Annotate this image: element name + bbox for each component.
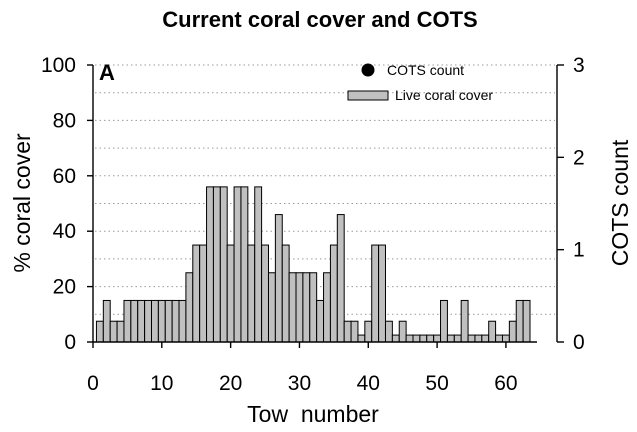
coral-cover-bar [219, 186, 228, 343]
chart-title: Current coral cover and COTS [162, 7, 477, 32]
coral-cover-bar [192, 244, 201, 343]
x-tick-label: 50 [425, 372, 448, 395]
coral-cover-bar [212, 186, 221, 343]
y2-tick-label: 1 [573, 239, 585, 262]
coral-cover-bar [433, 334, 442, 343]
coral-cover-bar [336, 214, 345, 343]
coral-cover-bar [164, 299, 173, 343]
coral-cover-bar [508, 320, 517, 343]
right-y-ticks: 0 1 2 3 [557, 54, 585, 354]
coral-cover-bar [178, 299, 187, 343]
coral-cover-bar [398, 320, 407, 343]
coral-cover-bar [419, 334, 428, 343]
x-tick-label: 60 [494, 372, 517, 395]
y-tick-label: 80 [53, 109, 76, 132]
coral-cover-bar [329, 244, 338, 343]
coral-cover-bar [501, 334, 510, 343]
coral-cover-bar [254, 186, 263, 343]
coral-cover-bar [171, 299, 180, 343]
coral-cover-bar [378, 244, 386, 343]
panel-label: A [99, 60, 115, 85]
coral-cover-bar [309, 272, 318, 343]
legend-cots-marker [361, 63, 375, 77]
x-ticks: 0 10 20 30 40 50 60 [87, 342, 518, 395]
coral-cover-bar [233, 186, 242, 343]
coral-cover-bar [495, 334, 503, 343]
y-tick-label: 60 [53, 165, 76, 188]
x-axis-label: Tow number [247, 401, 379, 427]
coral-cover-bar [274, 214, 283, 343]
coral-cover-bar [481, 334, 490, 343]
y-tick-label: 0 [64, 331, 76, 354]
coral-cover-bar [288, 272, 297, 343]
coral-cover-bar [157, 299, 166, 343]
coral-cover-bar [261, 244, 269, 343]
coral-cover-bar [426, 334, 435, 343]
coral-cover-bar [95, 320, 104, 343]
y2-tick-label: 3 [573, 54, 585, 77]
y-tick-label: 20 [53, 276, 76, 299]
coral-cover-bar [453, 334, 462, 343]
coral-cover-bar [206, 186, 214, 343]
coral-cover-bar [384, 320, 393, 343]
coral-cover-bar [488, 320, 497, 343]
y-tick-label: 40 [53, 220, 76, 243]
coral-cover-bar [474, 334, 483, 343]
x-tick-label: 10 [150, 372, 173, 395]
x-tick-label: 0 [87, 372, 99, 395]
coral-cover-bar [137, 299, 146, 343]
coral-cover-bar [446, 334, 455, 343]
coral-cover-bar [226, 244, 235, 343]
coral-cover-bar [440, 299, 448, 343]
y-axis-label: % coral cover [9, 133, 35, 273]
left-y-ticks: 0 20 40 60 80 100 [41, 54, 93, 354]
coral-cover-bar [343, 320, 352, 343]
coral-cover-bar [460, 299, 469, 343]
coral-cover-bar [357, 334, 366, 343]
coral-cover-bar [522, 299, 531, 343]
coral-cover-bar [364, 320, 373, 343]
coral-cover-bar [302, 272, 311, 343]
coral-cover-bar [323, 272, 331, 343]
coral-cover-bar [371, 244, 380, 343]
coral-cover-bar [185, 272, 194, 343]
coral-cover-bar [240, 186, 249, 343]
bars [95, 186, 531, 343]
y2-axis-label: COTS count [607, 139, 633, 266]
coral-cover-bar [116, 320, 125, 343]
coral-cover-bar [267, 272, 276, 343]
legend: COTS count Live coral cover [347, 62, 493, 103]
coral-cover-bar [123, 299, 132, 343]
coral-cover-bar [150, 299, 159, 343]
legend-coral-swatch [347, 90, 389, 101]
coral-cover-bar [412, 334, 421, 343]
coral-cover-bar [350, 320, 359, 343]
x-tick-label: 30 [288, 372, 311, 395]
x-tick-label: 20 [219, 372, 242, 395]
coral-cover-bar [102, 299, 111, 343]
coral-cover-bar [515, 299, 524, 343]
y-tick-label: 100 [41, 54, 76, 77]
coral-cover-bar [144, 299, 152, 343]
coral-cover-bar [295, 272, 304, 343]
coral-cover-bar [391, 334, 400, 343]
coral-cover-bar [109, 320, 118, 343]
legend-cots-label: COTS count [387, 62, 464, 78]
coral-cover-bar [467, 334, 476, 343]
x-tick-label: 40 [357, 372, 380, 395]
coral-cover-bar [130, 299, 139, 343]
y2-tick-label: 0 [573, 331, 585, 354]
gridlines [95, 64, 555, 315]
coral-cover-bar [316, 299, 325, 343]
coral-cover-bar [199, 244, 208, 343]
coral-cover-bar [247, 244, 256, 343]
legend-coral-label: Live coral cover [395, 87, 493, 103]
coral-cover-bar [281, 244, 290, 343]
coral-cover-bar [405, 334, 414, 343]
y2-tick-label: 2 [573, 146, 585, 169]
